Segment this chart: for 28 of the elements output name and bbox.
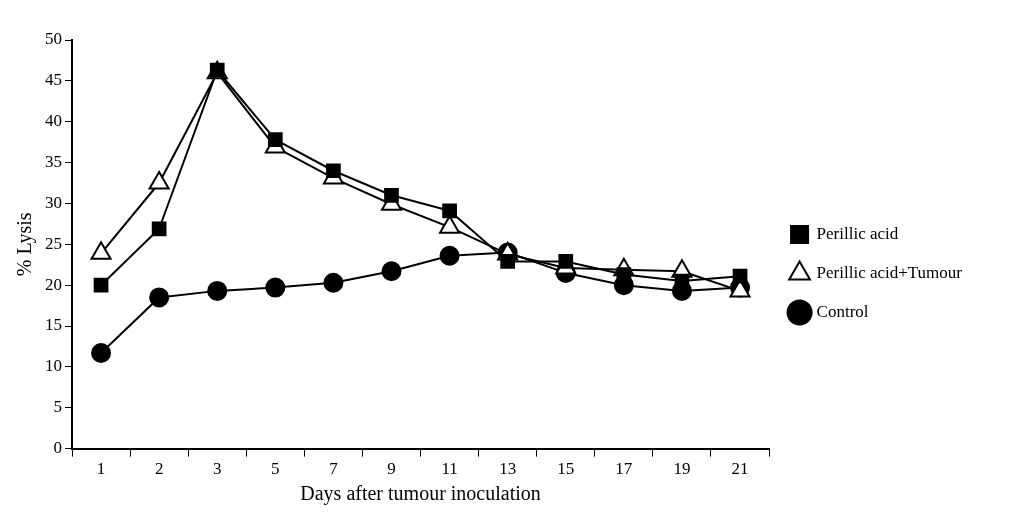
x-tick-label: 21 [731,459,749,479]
y-tick-label: 25 [45,233,62,253]
y-tick-label: 50 [45,29,62,49]
x-tick-label: 19 [673,459,691,479]
y-axis-title: % Lysis [13,212,37,277]
x-tick-label: 7 [329,459,339,479]
y-tick-label: 30 [45,192,62,212]
x-tick-label: 9 [387,459,396,479]
x-tick-label: 2 [154,459,164,479]
y-tick-label: 0 [53,438,62,458]
y-tick-label: 20 [45,274,62,294]
y-tick-label: 5 [53,397,62,417]
x-tick-label: 13 [499,459,517,479]
y-tick-label: 15 [45,315,62,335]
x-tick-label: 3 [212,459,222,479]
x-tick-label: 5 [271,459,280,479]
y-tick-label: 40 [45,111,62,131]
y-tick-label: 35 [45,152,62,172]
legend-label: Perillic acid+Tumour [816,262,963,282]
y-tick-label: 10 [45,356,62,376]
x-tick-label: 1 [96,459,106,479]
y-tick-label: 45 [45,70,62,90]
x-tick-label: 17 [615,459,633,479]
legend-label: Control [816,301,869,321]
x-axis-title: Days after tumour inoculation [300,482,541,506]
x-tick-label: 11 [441,459,458,479]
legend-label: Perillic acid [816,223,899,243]
x-tick-label: 15 [557,459,575,479]
